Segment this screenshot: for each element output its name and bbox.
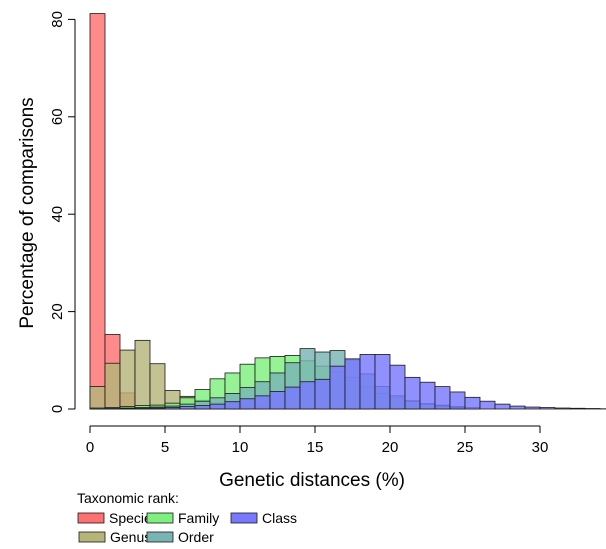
bar-class-4 <box>149 407 166 410</box>
bar-class-25 <box>464 396 481 410</box>
x-tick-label: 10 <box>232 439 249 456</box>
legend-swatch-order <box>146 531 174 543</box>
bar-class-15 <box>314 378 331 410</box>
bar-class-18 <box>359 354 376 410</box>
bar-class-13 <box>284 386 301 410</box>
bar-class-14 <box>299 381 316 410</box>
y-axis: 0 20 40 60 80 <box>49 11 76 413</box>
bar-class-21 <box>404 376 421 410</box>
bar-class-30 <box>539 407 556 410</box>
x-tick-label: 0 <box>86 439 94 456</box>
bar-genus-0 <box>89 386 106 410</box>
x-axis-label: Genetic distances (%) <box>219 470 405 491</box>
bar-genus-2 <box>119 349 136 410</box>
legend-swatch-genus <box>78 531 106 543</box>
bar-class-17 <box>344 358 361 410</box>
bar-class-6 <box>179 406 196 410</box>
x-tick-label: 25 <box>457 439 474 456</box>
bar-class-9 <box>224 401 241 410</box>
legend-swatch-species <box>77 512 105 524</box>
x-tick-label: 30 <box>532 439 549 456</box>
bar-class-19 <box>374 354 391 410</box>
legend: Taxonomic rank: Species Genus Family Order C… <box>77 490 297 545</box>
bar-genus-1 <box>104 362 121 410</box>
legend-title: Taxonomic rank: <box>77 490 179 506</box>
legend-swatch-family <box>146 512 174 524</box>
bar-class-24 <box>449 391 466 410</box>
bar-class-32 <box>569 407 586 410</box>
legend-label-species: Species <box>109 510 159 526</box>
histogram-bars <box>89 13 606 410</box>
bar-class-8 <box>209 403 226 410</box>
bar-class-28 <box>509 405 526 410</box>
bar-class-5 <box>164 407 181 410</box>
y-tick-label: 20 <box>49 303 66 320</box>
bar-class-31 <box>554 407 571 410</box>
bar-genus-3 <box>134 339 151 410</box>
legend-swatch-class <box>230 512 258 524</box>
x-tick-label: 20 <box>382 439 399 456</box>
legend-label-genus: Genus <box>110 529 151 545</box>
bar-class-29 <box>524 406 541 410</box>
bar-class-12 <box>269 391 286 410</box>
y-tick-label: 40 <box>49 206 66 223</box>
bar-class-16 <box>329 365 346 410</box>
legend-label-order: Order <box>178 529 214 545</box>
bar-class-11 <box>254 395 271 410</box>
bar-class-26 <box>479 400 496 410</box>
legend-label-class: Class <box>262 510 297 526</box>
y-tick-label: 60 <box>49 108 66 125</box>
bar-class-22 <box>419 381 436 410</box>
bar-class-7 <box>194 405 211 410</box>
bar-family-0 <box>89 407 106 410</box>
bar-species-0 <box>89 13 106 410</box>
bar-class-10 <box>239 398 256 410</box>
y-tick-label: 80 <box>49 11 66 28</box>
x-tick-label: 15 <box>307 439 324 456</box>
y-axis-label: Percentage of comparisons <box>17 97 38 328</box>
x-axis: 0 5 10 15 20 25 30 <box>86 425 549 456</box>
bar-class-23 <box>434 386 451 410</box>
bar-class-27 <box>494 403 511 410</box>
y-tick-label: 0 <box>49 405 66 413</box>
legend-label-family: Family <box>178 510 219 526</box>
x-tick-label: 5 <box>161 439 169 456</box>
bar-class-20 <box>389 364 406 410</box>
bar-genus-4 <box>149 363 166 410</box>
